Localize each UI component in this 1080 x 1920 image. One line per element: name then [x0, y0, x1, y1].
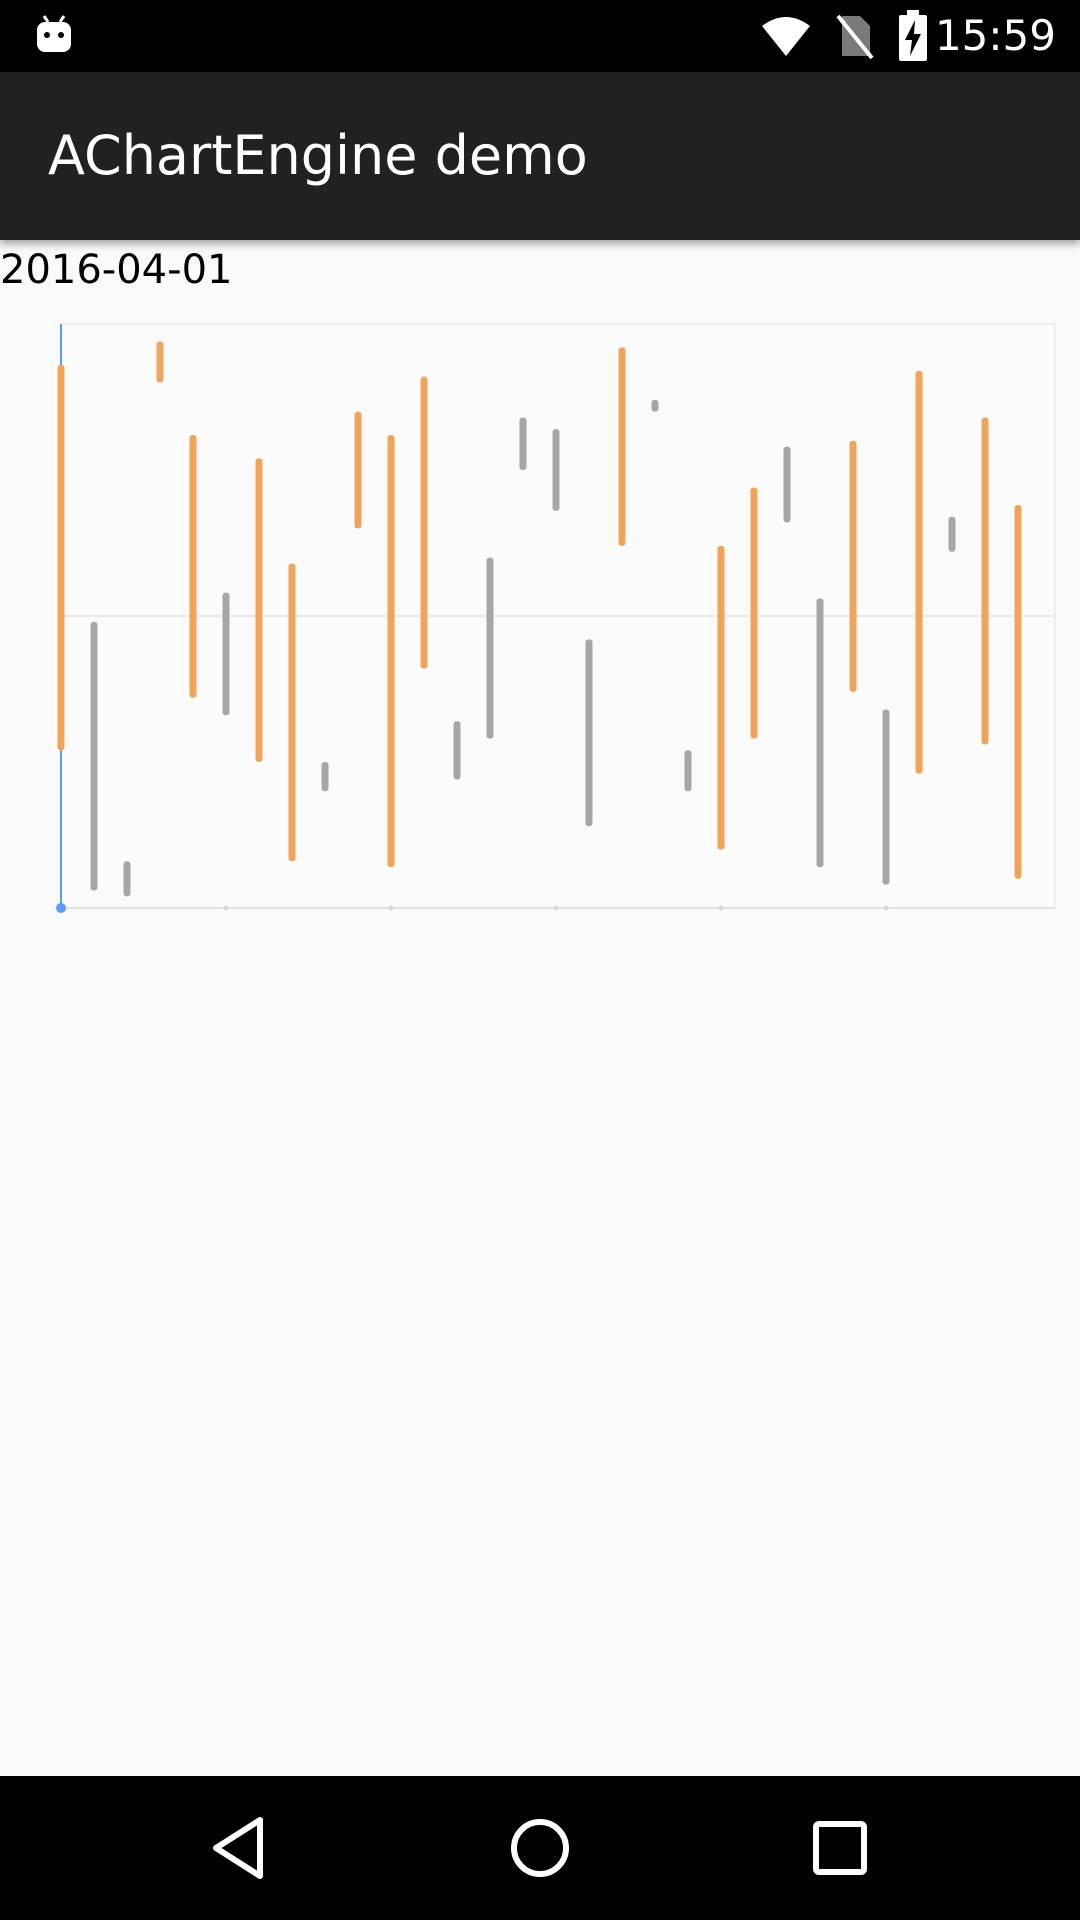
x-tick: [388, 905, 394, 911]
range-bar: [90, 621, 98, 891]
range-bar: [519, 417, 527, 470]
range-bar: [321, 762, 329, 792]
range-bar: [618, 347, 626, 546]
range-bar-chart[interactable]: [0, 300, 1080, 940]
range-bar: [849, 440, 857, 692]
back-icon[interactable]: [200, 1808, 280, 1888]
axis-origin-dot: [56, 903, 66, 913]
home-icon[interactable]: [500, 1808, 580, 1888]
range-bar: [816, 598, 824, 868]
range-bar: [486, 557, 494, 739]
range-bar: [948, 516, 956, 552]
range-bar: [981, 417, 989, 745]
range-bar: [123, 861, 131, 897]
range-bar: [882, 709, 890, 885]
app-bar: AChartEngine demo: [0, 72, 1080, 240]
android-debug-icon: [37, 15, 71, 52]
range-bar: [717, 545, 725, 850]
recents-icon[interactable]: [800, 1808, 880, 1888]
wifi-icon: [762, 17, 810, 56]
x-tick: [718, 905, 724, 911]
range-bar: [156, 341, 164, 383]
range-bar: [420, 376, 428, 669]
range-bar: [915, 370, 923, 774]
range-bar: [189, 434, 197, 698]
battery-charging-icon: [899, 10, 927, 61]
x-tick: [223, 905, 229, 911]
range-bar: [387, 434, 395, 868]
status-time: 15:59: [934, 11, 1056, 60]
range-bar: [684, 750, 692, 792]
range-bar: [783, 446, 791, 523]
range-bar: [453, 721, 461, 780]
x-tick: [553, 905, 559, 911]
date-label: 2016-04-01: [0, 247, 233, 293]
range-bar: [255, 458, 263, 762]
range-bar: [288, 563, 296, 862]
range-bar: [1014, 505, 1022, 879]
range-bar: [585, 639, 593, 827]
x-tick: [883, 905, 889, 911]
range-bar: [354, 411, 362, 529]
range-bar: [651, 399, 659, 412]
range-bar: [222, 592, 230, 716]
range-bar: [57, 364, 65, 751]
range-bar: [552, 429, 560, 511]
no-sim-icon: [836, 14, 874, 60]
navigation-bar: [0, 1776, 1080, 1920]
page-title: AChartEngine demo: [48, 124, 588, 187]
range-bar: [750, 487, 758, 739]
status-bar: 15:59: [0, 0, 1080, 72]
